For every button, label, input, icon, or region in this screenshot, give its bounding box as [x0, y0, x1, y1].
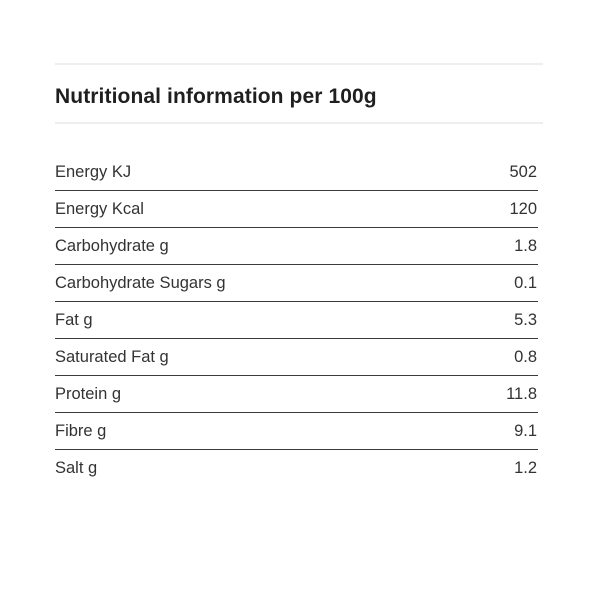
nutrition-heading: Nutritional information per 100g	[55, 85, 377, 108]
nutrient-label: Carbohydrate Sugars g	[55, 274, 226, 292]
nutrient-label: Carbohydrate g	[55, 237, 169, 255]
nutrient-value: 0.1	[514, 274, 537, 292]
nutrient-value: 1.8	[514, 237, 537, 255]
nutrient-value: 502	[509, 163, 537, 181]
nutrition-panel: Nutritional information per 100g	[55, 63, 543, 124]
table-row: Saturated Fat g 0.8	[55, 339, 538, 376]
nutrient-label: Energy KJ	[55, 163, 132, 181]
nutrient-value: 120	[509, 200, 537, 218]
table-row: Carbohydrate Sugars g 0.1	[55, 265, 538, 302]
nutrient-value: 9.1	[514, 422, 537, 440]
nutrient-value: 0.8	[514, 348, 537, 366]
nutrient-value: 5.3	[514, 311, 537, 329]
table-row: Protein g 11.8	[55, 376, 538, 413]
nutrient-value: 1.2	[514, 459, 537, 477]
nutrient-label: Fat g	[55, 311, 93, 329]
table-row: Fat g 5.3	[55, 302, 538, 339]
heading-divider	[55, 122, 543, 124]
nutrient-label: Fibre g	[55, 422, 107, 440]
nutrient-label: Energy Kcal	[55, 200, 144, 218]
table-row: Fibre g 9.1	[55, 413, 538, 450]
table-row: Energy Kcal 120	[55, 191, 538, 228]
table-row: Energy KJ 502	[55, 154, 538, 191]
nutrient-label: Saturated Fat g	[55, 348, 169, 366]
nutrient-label: Protein g	[55, 385, 122, 403]
top-divider	[55, 63, 543, 65]
nutrition-table: Energy KJ 502 Energy Kcal 120 Carbohydra…	[55, 154, 538, 486]
nutrient-value: 11.8	[506, 385, 537, 403]
table-row: Salt g 1.2	[55, 450, 538, 486]
table-row: Carbohydrate g 1.8	[55, 228, 538, 265]
nutrient-label: Salt g	[55, 459, 98, 477]
